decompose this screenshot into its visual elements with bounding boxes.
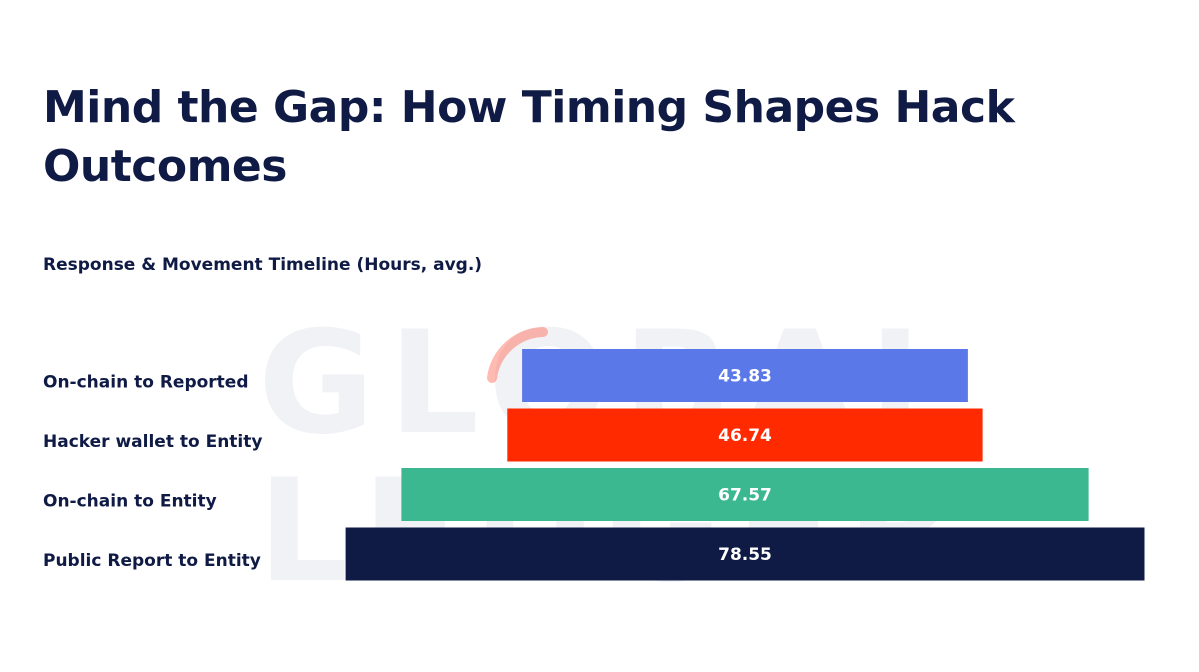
category-label-2: Hacker wallet to Entity	[43, 432, 262, 452]
page-title: Mind the Gap: How Timing Shapes Hack Out…	[43, 82, 1015, 192]
chart-subtitle: Response & Movement Timeline (Hours, avg…	[43, 255, 483, 275]
bar-4	[345, 527, 1145, 581]
watermark-logo-icon	[487, 327, 548, 383]
bar-1	[522, 349, 968, 402]
bar-value-label-4: 78.55	[718, 545, 772, 565]
category-label-3: On-chain to Entity	[43, 492, 217, 512]
bar-value-label-1: 43.83	[718, 367, 772, 387]
category-label-4: Public Report to Entity	[43, 551, 261, 571]
bar-value-label-2: 46.74	[718, 426, 772, 446]
category-label-1: On-chain to Reported	[43, 373, 249, 393]
bar-value-label-3: 67.57	[718, 486, 772, 506]
bar-3	[401, 468, 1089, 521]
bar-2	[507, 408, 983, 462]
